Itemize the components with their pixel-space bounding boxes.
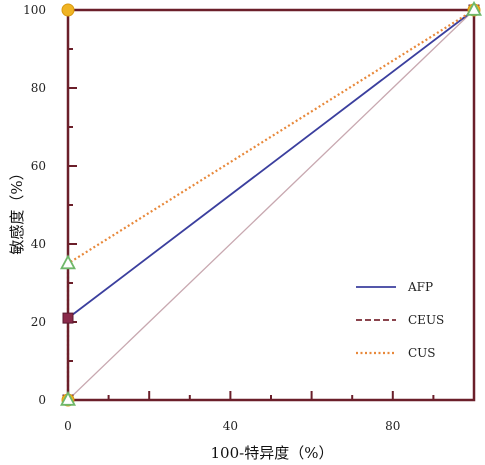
x-tick-label: 0 xyxy=(64,419,72,433)
y-axis-title: 敏感度（%） xyxy=(8,165,26,254)
marker-cus xyxy=(465,0,483,16)
reference-diagonal-line xyxy=(67,9,475,401)
legend-label-afp: AFP xyxy=(407,280,433,294)
y-tick-label: 60 xyxy=(31,159,46,173)
y-tick-label: 20 xyxy=(31,315,46,329)
legend-label-cus: CUS xyxy=(408,346,436,360)
x-axis-title: 100-特异度（%） xyxy=(211,444,334,462)
ticks-layer: 0 40 80 0 20 40 60 80 100 xyxy=(23,3,475,433)
y-tick-label: 40 xyxy=(31,237,46,251)
marker-cus xyxy=(59,390,77,406)
x-tick-label: 40 xyxy=(223,419,238,433)
y-tick-label: 100 xyxy=(23,3,46,17)
y-tick-label: 0 xyxy=(38,393,46,407)
reference-diagonal-layer xyxy=(67,9,475,401)
legend: AFP CEUS CUS xyxy=(356,280,444,360)
x-tick-label: 80 xyxy=(385,419,400,433)
legend-label-ceus: CEUS xyxy=(408,313,444,327)
y-tick-label: 80 xyxy=(31,81,46,95)
marker-ceus xyxy=(61,3,75,17)
marker-cus xyxy=(59,254,77,270)
marker-afp xyxy=(62,312,74,324)
series-markers-layer xyxy=(59,0,483,407)
